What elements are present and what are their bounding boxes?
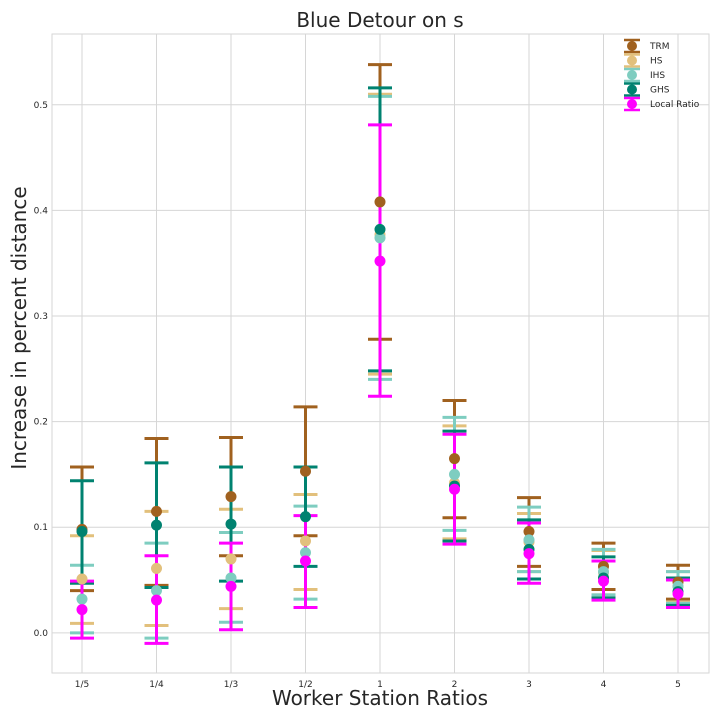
data-point (300, 535, 311, 547)
data-point (300, 547, 311, 559)
data-point (225, 553, 237, 565)
legend-label: IHS (650, 71, 665, 81)
y-tick-label: 0.2 (34, 418, 48, 428)
data-point (225, 572, 237, 584)
data-point (449, 468, 460, 480)
legend-item: IHS (624, 67, 665, 83)
legend-marker (627, 99, 637, 109)
x-tick-label: 1/4 (149, 680, 164, 690)
legend-item: Local Ratio (624, 96, 700, 112)
data-point (449, 453, 460, 465)
legend-marker (627, 84, 637, 95)
data-point (76, 604, 88, 616)
legend-item: GHS (624, 82, 670, 97)
data-point (151, 585, 162, 597)
data-point (76, 573, 88, 585)
data-point (151, 519, 162, 531)
x-tick-label: 4 (601, 680, 607, 690)
legend-marker (627, 41, 637, 51)
x-tick-label: 1/3 (224, 680, 238, 690)
legend-marker (627, 70, 637, 80)
x-tick-label: 5 (675, 680, 681, 690)
data-point (523, 534, 535, 546)
y-tick-label: 0.0 (34, 629, 49, 639)
legend-label: GHS (650, 86, 670, 96)
legend-item: TRM (624, 38, 670, 54)
x-tick-label: 1/2 (298, 680, 312, 690)
data-point (225, 518, 237, 530)
legend-label: Local Ratio (650, 100, 700, 110)
y-tick-label: 0.5 (34, 101, 48, 111)
series-layer (70, 63, 690, 645)
y-tick-label: 0.1 (34, 523, 48, 533)
legend-label: HS (650, 57, 663, 67)
data-point (151, 505, 162, 517)
tick-layer: 0.0 0.1 0.2 0.3 0.4 0.5 1/5 1/4 1/3 1/2 1 2 3 4 5 (34, 101, 681, 690)
x-tick-label: 2 (452, 680, 458, 690)
y-tick-label: 0.3 (34, 312, 48, 322)
legend-label: TRM (649, 42, 670, 52)
data-point (151, 594, 162, 606)
x-tick-label: 1 (377, 680, 383, 690)
data-point (374, 223, 386, 235)
data-point (76, 525, 88, 537)
chart-title: Blue Detour on s (296, 8, 463, 32)
data-point (300, 465, 311, 477)
data-point (598, 575, 609, 587)
data-point (374, 196, 386, 208)
y-axis-label: Increase in percent distance (7, 186, 31, 469)
points-local-ratio (76, 255, 684, 616)
legend: TRM HS IHS GHS Local Ratio (624, 38, 700, 112)
x-tick-label: 1/5 (75, 680, 89, 690)
data-point (151, 562, 162, 574)
data-point (523, 525, 535, 537)
data-point (300, 555, 311, 567)
data-point (225, 580, 237, 592)
data-point (300, 511, 311, 523)
x-tick-label: 3 (526, 680, 532, 690)
data-point (523, 548, 535, 560)
data-point (672, 588, 684, 600)
data-point (449, 483, 460, 495)
data-point (76, 593, 88, 605)
legend-item: HS (624, 53, 663, 68)
data-point (374, 232, 386, 244)
data-point (225, 491, 237, 503)
legend-marker (627, 55, 637, 66)
data-point (374, 255, 386, 267)
plot-frame (51, 33, 710, 674)
y-tick-label: 0.4 (34, 206, 49, 216)
x-axis-label: Worker Station Ratios (272, 686, 488, 710)
